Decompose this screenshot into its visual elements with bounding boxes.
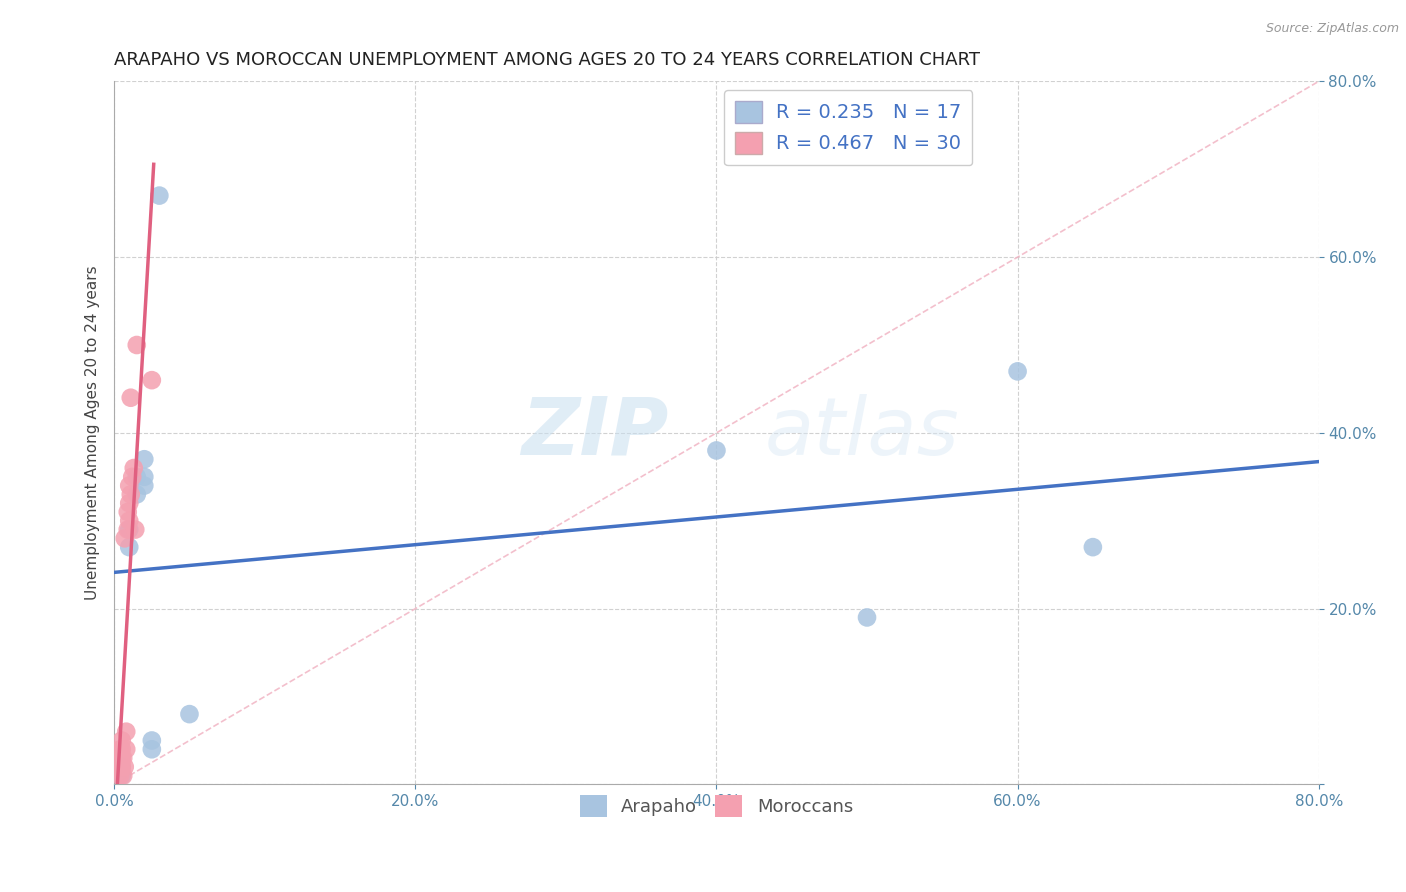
Point: [121, 470, 143, 484]
Point: [134, 478, 156, 492]
Point: [120, 391, 142, 405]
Point: [111, 760, 134, 774]
Point: [111, 742, 134, 756]
Point: [120, 487, 142, 501]
Point: [111, 760, 134, 774]
Point: [115, 742, 138, 756]
Text: ZIP: ZIP: [520, 394, 668, 472]
Point: [117, 523, 139, 537]
Y-axis label: Unemployment Among Ages 20 to 24 years: Unemployment Among Ages 20 to 24 years: [86, 266, 100, 600]
Point: [141, 742, 163, 756]
Point: [118, 496, 141, 510]
Point: [115, 724, 138, 739]
Point: [111, 751, 134, 765]
Point: [118, 540, 141, 554]
Point: [114, 760, 136, 774]
Point: [108, 742, 131, 756]
Point: [856, 610, 879, 624]
Point: [108, 760, 131, 774]
Point: [111, 769, 134, 783]
Point: [141, 373, 163, 387]
Point: [118, 523, 141, 537]
Point: [706, 443, 728, 458]
Point: [141, 733, 163, 747]
Point: [118, 514, 141, 528]
Point: [112, 751, 135, 765]
Point: [117, 505, 139, 519]
Point: [1081, 540, 1104, 554]
Text: ARAPAHO VS MOROCCAN UNEMPLOYMENT AMONG AGES 20 TO 24 YEARS CORRELATION CHART: ARAPAHO VS MOROCCAN UNEMPLOYMENT AMONG A…: [114, 51, 980, 69]
Point: [124, 523, 146, 537]
Point: [105, 751, 128, 765]
Point: [1007, 364, 1029, 378]
Point: [111, 733, 134, 747]
Point: [122, 461, 145, 475]
Point: [105, 760, 128, 774]
Point: [112, 769, 135, 783]
Point: [148, 188, 170, 202]
Point: [108, 751, 131, 765]
Point: [107, 751, 129, 765]
Text: Source: ZipAtlas.com: Source: ZipAtlas.com: [1265, 22, 1399, 36]
Text: atlas: atlas: [765, 394, 959, 472]
Point: [107, 760, 129, 774]
Point: [125, 487, 148, 501]
Point: [125, 338, 148, 352]
Point: [179, 707, 201, 722]
Point: [114, 532, 136, 546]
Point: [108, 769, 131, 783]
Legend: Arapaho, Moroccans: Arapaho, Moroccans: [572, 789, 860, 824]
Point: [134, 452, 156, 467]
Point: [125, 470, 148, 484]
Point: [134, 470, 156, 484]
Point: [118, 478, 141, 492]
